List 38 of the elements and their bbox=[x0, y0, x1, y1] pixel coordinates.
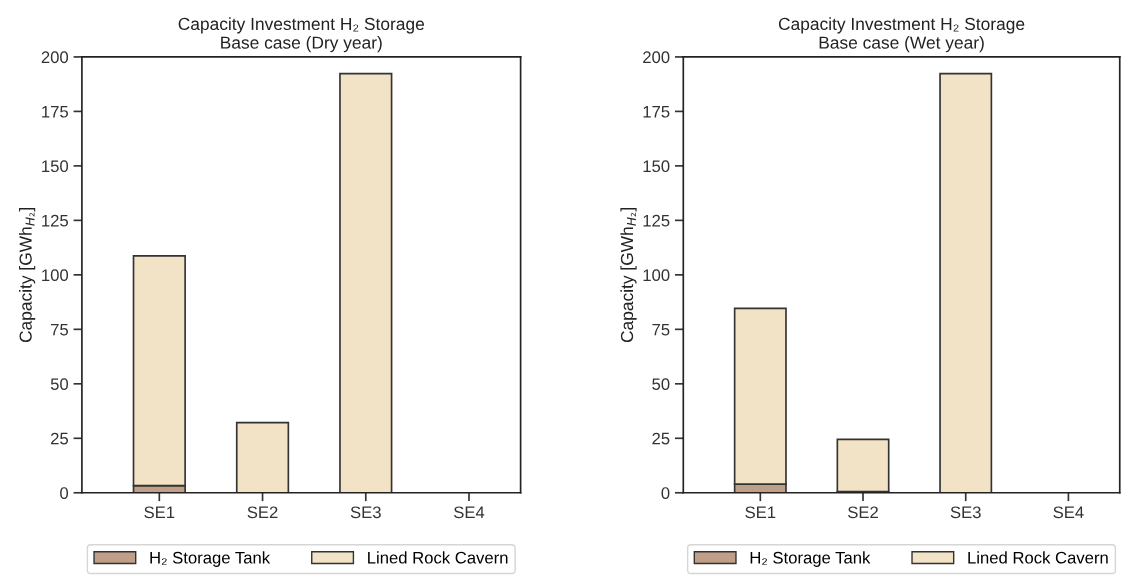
x-tick-label: SE4 bbox=[1053, 506, 1084, 519]
chart-title: Capacity Investment H₂ Storage Base case (Dry year) bbox=[178, 17, 424, 53]
y-tick-label: 75 bbox=[51, 323, 69, 336]
bar bbox=[939, 72, 993, 493]
legend-label: H₂ Storage Tank bbox=[750, 551, 871, 567]
y-tick-label: 0 bbox=[661, 487, 670, 499]
bar bbox=[235, 421, 290, 493]
y-tick-label: 0 bbox=[60, 487, 69, 499]
y-tick-label: 150 bbox=[643, 160, 670, 173]
legend-label: Lined Rock Cavern bbox=[368, 551, 508, 564]
y-tick-label: 175 bbox=[42, 105, 69, 118]
legend-label: Lined Rock Cavern bbox=[968, 551, 1108, 564]
y-tick-label: 150 bbox=[42, 160, 69, 173]
y-tick-label: 100 bbox=[643, 269, 670, 282]
x-tick-label: SE1 bbox=[745, 506, 776, 519]
y-tick-label: 200 bbox=[41, 51, 69, 64]
y-tick-label: 200 bbox=[643, 51, 670, 64]
y-tick-label: 125 bbox=[42, 214, 69, 227]
y-tick-label: 50 bbox=[652, 378, 670, 391]
x-tick-label: SE2 bbox=[848, 506, 878, 519]
y-tick-label: 50 bbox=[50, 378, 69, 391]
bar bbox=[836, 438, 890, 493]
y-tick-label: 175 bbox=[643, 105, 670, 118]
x-tick-label: SE3 bbox=[950, 506, 981, 519]
chart-title: Capacity Investment H₂ Storage Base case (Wet year) bbox=[778, 17, 1025, 53]
y-axis-title: Capacity [GWh$_{H₂}$] bbox=[19, 208, 36, 343]
x-tick-label: SE4 bbox=[454, 506, 485, 519]
x-tick-label: SE3 bbox=[350, 506, 381, 519]
y-tick-label: 25 bbox=[51, 432, 69, 445]
y-tick-label: 75 bbox=[652, 323, 670, 336]
x-tick-label: SE1 bbox=[144, 506, 175, 519]
legend-label: H₂ Storage Tank bbox=[150, 551, 271, 567]
y-axis-title: Capacity [GWh$_{H₂}$] bbox=[620, 208, 637, 343]
y-tick-label: 100 bbox=[42, 269, 69, 282]
x-tick-label: SE2 bbox=[247, 506, 278, 519]
bar bbox=[339, 72, 393, 493]
y-tick-label: 125 bbox=[643, 214, 670, 227]
y-tick-label: 25 bbox=[652, 432, 670, 445]
